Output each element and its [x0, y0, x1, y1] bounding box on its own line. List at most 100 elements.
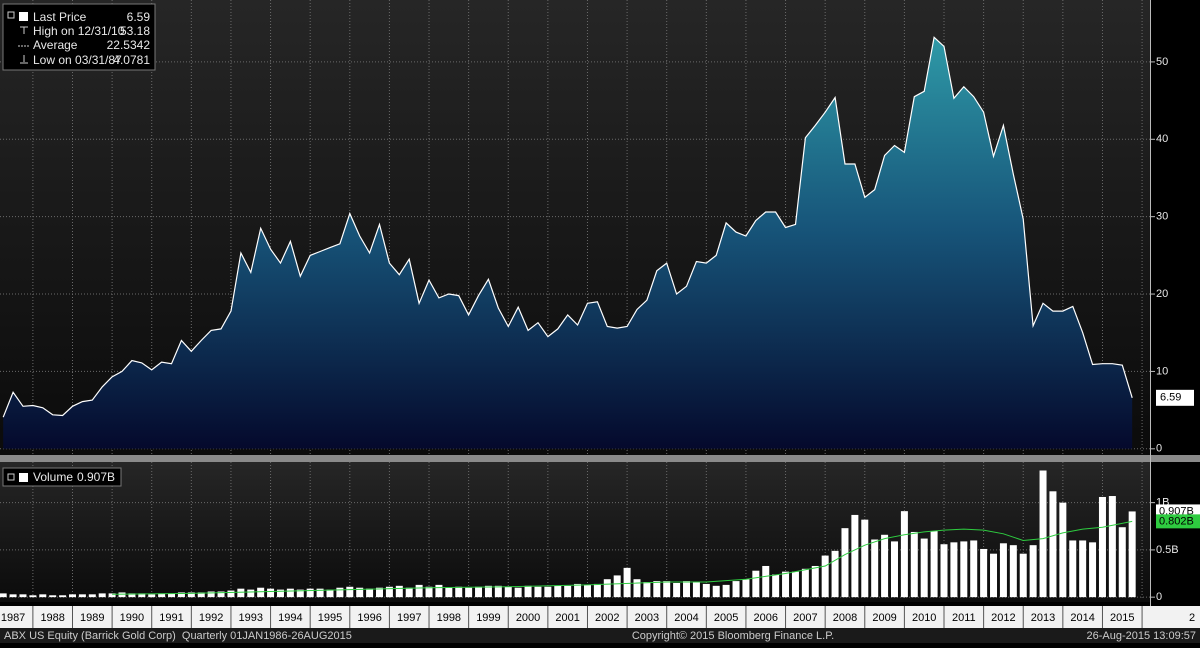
volume-bar	[1128, 511, 1136, 598]
volume-bar	[613, 575, 621, 598]
volume-bar	[267, 588, 275, 598]
legend-icon	[19, 473, 28, 482]
volume-bar	[257, 587, 265, 598]
plot-area	[0, 462, 1150, 600]
volume-bar	[1049, 491, 1057, 598]
panel-divider	[0, 455, 1200, 462]
x-tick-label: 1987	[1, 612, 25, 624]
legend-value: 53.18	[120, 24, 150, 38]
y-tick-label: 0	[1156, 443, 1162, 455]
volume-bar	[177, 592, 185, 598]
volume-bar	[554, 585, 562, 598]
legend-icon	[20, 26, 28, 34]
volume-bar	[217, 591, 225, 598]
x-tick-label: 2006	[754, 612, 778, 624]
volume-bar	[653, 581, 661, 598]
footer-right: 26-Aug-2015 13:09:57	[1087, 630, 1196, 642]
legend-value: 22.5342	[107, 38, 151, 52]
volume-bar	[890, 541, 898, 598]
volume-bar	[1019, 553, 1027, 598]
volume-bar	[475, 586, 483, 598]
volume-bar	[742, 579, 750, 598]
volume-bar	[0, 593, 7, 598]
x-tick-label: 2012	[991, 612, 1015, 624]
legend-icon	[20, 55, 28, 64]
volume-bar	[960, 541, 968, 598]
volume-bar	[484, 585, 492, 598]
volume-bar	[118, 592, 126, 598]
volume-bar	[1108, 496, 1116, 598]
volume-bar	[999, 543, 1007, 598]
x-tick-label: 2004	[674, 612, 698, 624]
volume-bar	[197, 592, 205, 598]
volume-bar	[1069, 540, 1077, 598]
volume-bar	[574, 583, 582, 598]
volume-bar	[326, 589, 334, 598]
volume-bar	[791, 571, 799, 598]
plot-area	[0, 0, 1150, 455]
volume-bar	[286, 588, 294, 598]
volume-bar	[881, 534, 889, 598]
volume-bar	[68, 594, 76, 598]
price-area	[3, 37, 1133, 449]
last-price-box	[1156, 389, 1194, 406]
volume-bar	[623, 567, 631, 598]
volume-bar	[376, 587, 384, 598]
volume-bar	[583, 584, 591, 598]
x-tick-label: 2003	[635, 612, 659, 624]
volume-bar	[732, 581, 740, 598]
x-tick-label: 2010	[912, 612, 936, 624]
x-tick-label: 2008	[833, 612, 857, 624]
x-tick-label: 2000	[516, 612, 540, 624]
volume-bar	[405, 587, 413, 598]
legend-label: High on 12/31/10	[33, 24, 125, 38]
x-tick-label: 2013	[1031, 612, 1055, 624]
volume-bar	[900, 511, 908, 598]
volume-bar	[1089, 542, 1097, 598]
average-label: 0.802B	[1159, 515, 1194, 527]
x-tick-label: 2011	[952, 612, 976, 624]
legend-icon	[7, 473, 15, 481]
volume-bar	[1098, 496, 1106, 598]
y-tick-label: 20	[1156, 288, 1168, 300]
volume-bar	[603, 579, 611, 598]
legend-value: 0.907B	[77, 470, 115, 484]
volume-bar	[494, 585, 502, 598]
y-tick-label: 50	[1156, 56, 1168, 68]
volume-bar	[29, 595, 37, 598]
volume-bar	[207, 591, 215, 598]
volume-panel	[0, 462, 1150, 602]
volume-bar	[425, 586, 433, 598]
volume-bar	[1118, 527, 1126, 598]
legend-value: 6.59	[127, 10, 151, 24]
x-tick-label: 2007	[793, 612, 817, 624]
volume-bar	[564, 585, 572, 598]
x-tick-label: 2	[1189, 612, 1195, 624]
volume-bar	[643, 582, 651, 598]
volume-bar	[9, 594, 17, 598]
volume-bar	[544, 586, 552, 598]
volume-bar	[138, 593, 146, 598]
volume-bar	[920, 538, 928, 598]
volume-bar	[227, 590, 235, 598]
x-tick-label: 1992	[199, 612, 223, 624]
volume-bar	[1079, 540, 1087, 598]
volume-bar	[930, 531, 938, 598]
volume-bar	[59, 595, 67, 598]
legend-icon	[7, 11, 15, 19]
volume-bar	[722, 584, 730, 598]
volume-bar	[534, 586, 542, 598]
volume-bar	[871, 539, 879, 598]
legend-label: Low on 03/31/87	[33, 53, 122, 67]
x-tick-label: 1997	[397, 612, 421, 624]
volume-bar	[950, 542, 958, 598]
volume-bar	[316, 588, 324, 598]
volume-bar	[168, 593, 176, 598]
x-tick-label: 1989	[80, 612, 104, 624]
volume-bar	[276, 589, 284, 598]
footer-center: Copyright© 2015 Bloomberg Finance L.P.	[632, 630, 834, 642]
volume-bar	[683, 581, 691, 598]
volume-bar	[346, 586, 354, 598]
volume-bar	[940, 544, 948, 598]
